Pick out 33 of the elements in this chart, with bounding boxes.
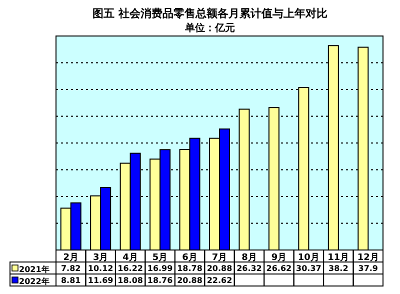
data-label: 20.88 bbox=[206, 264, 233, 273]
legend-label: 2022年 bbox=[19, 277, 50, 286]
x-tick-label: 6月 bbox=[182, 252, 198, 263]
x-tick-label: 11月 bbox=[328, 252, 350, 263]
data-table: 2月 3月 4月 5月 6月 7月 8月 9月 10月 11月 12月 2021年 7.82 10.12 16.22 16.99 18.78 20.88 26.32 26.62 30.37 38.2 37.9 2022年 8.81 11.69 18.08 18.76 20.88 22.62 bbox=[10, 250, 384, 286]
chart-subtitle: 单位：亿元 bbox=[184, 22, 235, 34]
chart-title: 图五 社会消费品零售总额各月累计值与上年对比 bbox=[92, 7, 328, 20]
data-label: 8.81 bbox=[60, 276, 82, 285]
data-label: 11.69 bbox=[88, 276, 114, 285]
data-label: 16.99 bbox=[147, 264, 174, 273]
x-tick-label: 5月 bbox=[152, 252, 168, 263]
x-tick-label: 3月 bbox=[92, 252, 108, 263]
data-label: 18.76 bbox=[147, 276, 174, 285]
x-tick-label: 2月 bbox=[63, 252, 78, 263]
x-tick-label: 4月 bbox=[122, 252, 138, 263]
data-label: 26.62 bbox=[266, 264, 292, 273]
data-label: 37.9 bbox=[358, 264, 378, 273]
x-tick-label: 8月 bbox=[242, 252, 257, 263]
legend-label: 2021年 bbox=[19, 265, 50, 274]
data-label: 38.2 bbox=[328, 264, 348, 273]
x-tick-label: 7月 bbox=[212, 252, 228, 263]
data-label: 10.12 bbox=[88, 264, 114, 273]
data-label: 18.78 bbox=[177, 264, 203, 273]
data-label: 22.62 bbox=[206, 276, 232, 285]
x-tick-label: 12月 bbox=[357, 252, 379, 263]
data-label: 18.08 bbox=[118, 276, 144, 285]
x-tick-label: 10月 bbox=[298, 252, 320, 263]
data-label: 16.22 bbox=[118, 264, 143, 273]
data-label: 26.32 bbox=[236, 264, 262, 273]
data-label: 7.82 bbox=[60, 264, 81, 273]
x-tick-label: 9月 bbox=[271, 252, 287, 263]
data-label: 30.37 bbox=[296, 264, 322, 273]
data-label: 20.88 bbox=[177, 276, 203, 285]
